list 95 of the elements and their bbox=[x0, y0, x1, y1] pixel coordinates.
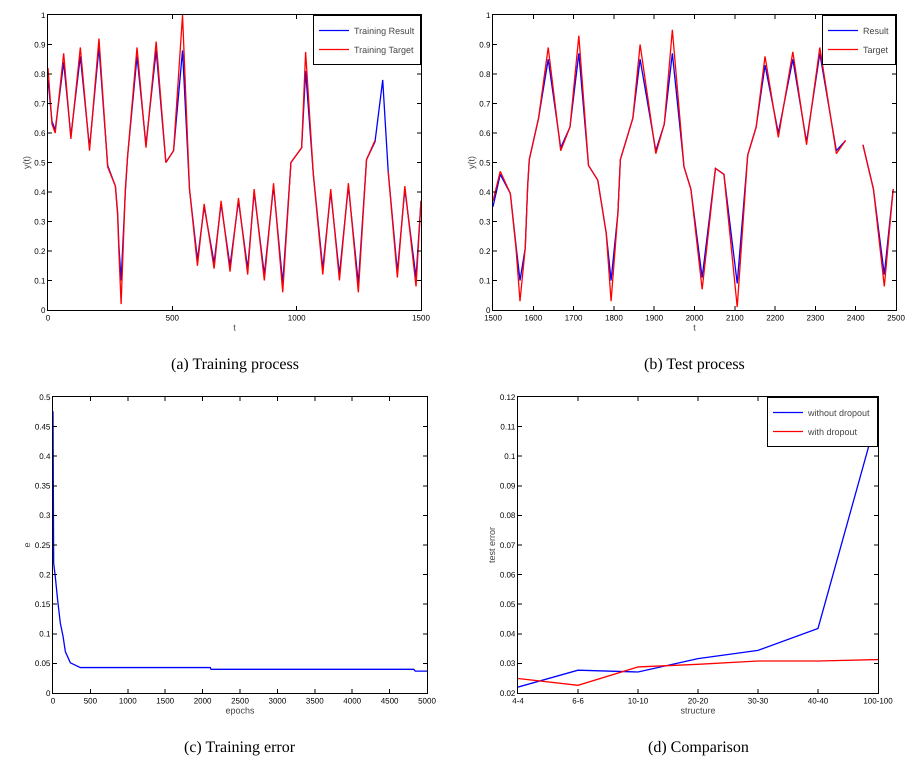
y-tick-label: 0.6 bbox=[479, 128, 491, 138]
y-tick-label: 0.3 bbox=[479, 217, 491, 226]
y-tick-label: 0.8 bbox=[479, 70, 491, 79]
x-tick-label: 2300 bbox=[806, 314, 825, 323]
x-tick-label: 2500 bbox=[231, 696, 250, 706]
x-tick-label: 3000 bbox=[268, 696, 287, 706]
legend-label: with dropout bbox=[807, 427, 858, 438]
y-tick-label: 0.07 bbox=[500, 540, 516, 550]
y-tick-label: 0 bbox=[40, 306, 46, 315]
x-tick-label: 2000 bbox=[686, 314, 704, 323]
y-tick-label: 0.25 bbox=[34, 540, 51, 550]
y-tick-label: 0.4 bbox=[479, 188, 491, 197]
y-tick-label: 0.1 bbox=[34, 276, 46, 286]
x-tick-label: 1800 bbox=[605, 314, 624, 323]
x-tick-label: 3500 bbox=[306, 696, 324, 706]
y-tick-label: 0.7 bbox=[479, 99, 491, 108]
text: (b) Test process bbox=[644, 356, 745, 373]
x-tick-label: 30-30 bbox=[748, 696, 769, 706]
x-tick-label: 500 bbox=[84, 696, 98, 706]
y-tick-label: 0.03 bbox=[500, 659, 516, 668]
x-tick-label: 2000 bbox=[194, 696, 212, 706]
y-tick-label: 0.4 bbox=[39, 452, 51, 461]
y-tick-label: 0.2 bbox=[479, 246, 491, 256]
legend-label: Training Target bbox=[354, 45, 414, 56]
y-tick-label: 1 bbox=[40, 10, 46, 20]
legend-label: Target bbox=[863, 45, 889, 56]
y-tick-label: 0.05 bbox=[34, 659, 51, 668]
x-tick-label: 1700 bbox=[564, 314, 584, 323]
y-tick-label: 1 bbox=[486, 10, 491, 20]
y-tick-label: 0.15 bbox=[34, 600, 51, 609]
y-tick-label: 0.1 bbox=[504, 452, 516, 461]
line-series bbox=[53, 410, 427, 672]
legend-label: Result bbox=[863, 26, 890, 36]
legend-label: Training Result bbox=[354, 26, 415, 36]
x-tick-label: 2500 bbox=[887, 314, 906, 323]
x-tick-label: 6-6 bbox=[572, 696, 584, 706]
x-axis-title: epochs bbox=[225, 706, 256, 716]
line-series bbox=[518, 658, 878, 686]
y-tick-label: 0.04 bbox=[500, 630, 516, 639]
x-tick-label: 4500 bbox=[380, 696, 400, 706]
y-tick-label: 0.8 bbox=[34, 70, 46, 79]
y-tick-label: 0.35 bbox=[34, 482, 51, 491]
x-tick-label: 20-20 bbox=[688, 696, 709, 706]
y-tick-label: 0.5 bbox=[39, 392, 51, 402]
text: (a) Training process bbox=[171, 356, 299, 373]
y-tick-label: 0.12 bbox=[500, 392, 516, 402]
y-tick-label: 0.5 bbox=[479, 158, 491, 168]
y-tick-label: 0.9 bbox=[479, 40, 491, 50]
y-tick-label: 0.05 bbox=[500, 600, 516, 609]
x-tick-label: 1900 bbox=[645, 314, 664, 323]
y-tick-label: 0.1 bbox=[479, 276, 491, 286]
y-tick-label: 0.6 bbox=[34, 128, 46, 138]
y-axis-title: y(t) bbox=[466, 156, 477, 169]
x-tick-label: 4000 bbox=[343, 696, 362, 706]
y-tick-label: 0.4 bbox=[34, 188, 46, 197]
x-tick-label: 1500 bbox=[484, 314, 502, 323]
y-tick-label: 0.09 bbox=[500, 482, 516, 491]
y-tick-label: 0 bbox=[46, 688, 51, 698]
x-tick-label: 1000 bbox=[288, 314, 306, 323]
x-tick-label: 1000 bbox=[118, 696, 138, 706]
y-tick-label: 0.45 bbox=[34, 422, 51, 432]
y-tick-label: 0.1 bbox=[39, 630, 51, 639]
y-tick-label: 0.9 bbox=[34, 40, 46, 50]
y-tick-label: 0.5 bbox=[34, 158, 46, 168]
legend-label: without dropout bbox=[807, 408, 870, 418]
y-tick-label: 0.08 bbox=[500, 511, 516, 520]
y-tick-label: 0.7 bbox=[34, 99, 46, 108]
y-axis-title: e bbox=[22, 542, 32, 548]
x-tick-label: 40-40 bbox=[808, 696, 829, 706]
y-tick-label: 0.11 bbox=[500, 422, 516, 432]
y-tick-label: 0.02 bbox=[500, 688, 516, 698]
x-axis-title: t bbox=[693, 322, 696, 333]
x-tick-label: 4-4 bbox=[512, 696, 524, 706]
y-tick-label: 0.2 bbox=[34, 246, 46, 256]
x-axis-title: t bbox=[233, 322, 236, 332]
y-tick-label: 0.3 bbox=[39, 511, 51, 520]
text: (c) Training error bbox=[184, 739, 296, 756]
x-tick-label: 500 bbox=[166, 314, 180, 323]
y-axis-title: test error bbox=[487, 526, 498, 564]
y-axis-title: y(t) bbox=[22, 156, 32, 169]
x-tick-label: 2100 bbox=[726, 314, 744, 323]
x-tick-label: 1500 bbox=[412, 314, 430, 323]
x-tick-label: 1600 bbox=[524, 314, 543, 323]
text: (d) Comparison bbox=[648, 739, 749, 756]
x-tick-label: 5000 bbox=[418, 696, 436, 706]
y-tick-label: 0.06 bbox=[500, 570, 516, 580]
y-tick-label: 0.2 bbox=[39, 570, 51, 580]
x-tick-label: 10-10 bbox=[628, 696, 649, 706]
x-tick-label: 2400 bbox=[846, 314, 866, 323]
x-tick-label: 100-100 bbox=[863, 696, 894, 706]
x-tick-label: 2200 bbox=[766, 314, 785, 323]
y-tick-label: 0.3 bbox=[34, 217, 46, 226]
x-tick-label: 1500 bbox=[156, 696, 175, 706]
x-axis-title: structure bbox=[680, 706, 716, 716]
y-tick-label: 0 bbox=[486, 306, 491, 315]
